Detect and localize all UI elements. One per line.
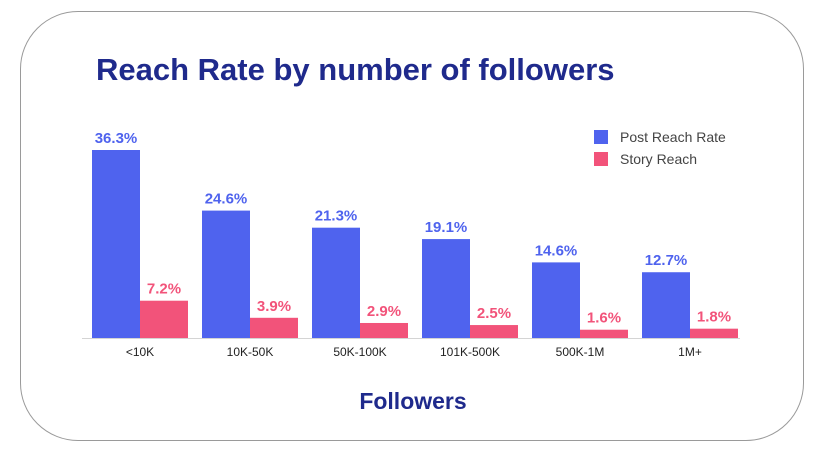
chart-card bbox=[20, 11, 804, 441]
post-reach-bar bbox=[532, 262, 580, 338]
x-tick-label: <10K bbox=[126, 345, 154, 359]
post-reach-bar bbox=[92, 150, 140, 338]
story-reach-bar bbox=[140, 300, 188, 338]
x-tick-label: 500K-1M bbox=[556, 345, 605, 359]
post-reach-value-label: 36.3% bbox=[95, 130, 138, 147]
bars-layer bbox=[92, 150, 738, 338]
story-reach-value-label: 2.9% bbox=[367, 303, 401, 320]
x-tick-label: 101K-500K bbox=[440, 345, 500, 359]
x-tick-label: 1M+ bbox=[678, 345, 702, 359]
post-reach-value-label: 24.6% bbox=[205, 191, 248, 208]
story-reach-bar bbox=[470, 325, 518, 338]
story-reach-value-label: 2.5% bbox=[477, 305, 511, 322]
legend: Post Reach Rate Story Reach bbox=[594, 129, 726, 167]
story-reach-value-label: 3.9% bbox=[257, 298, 291, 315]
x-axis-label: Followers bbox=[359, 388, 467, 414]
post-reach-bar bbox=[202, 210, 250, 338]
story-reach-value-label: 7.2% bbox=[147, 281, 181, 298]
story-reach-bar bbox=[360, 322, 408, 338]
story-reach-bar bbox=[580, 329, 628, 338]
x-tick-labels: <10K 10K-50K 50K-100K 101K-500K 500K-1M 1M+ bbox=[126, 345, 702, 359]
post-reach-bar bbox=[422, 239, 470, 338]
chart-title: Reach Rate by number of followers bbox=[96, 52, 615, 87]
legend-label-story-reach: Story Reach bbox=[620, 151, 697, 167]
story-reach-value-label: 1.6% bbox=[587, 310, 621, 327]
post-reach-value-label: 21.3% bbox=[315, 208, 358, 225]
legend-swatch-story-reach bbox=[594, 152, 608, 166]
legend-label-post-reach: Post Reach Rate bbox=[620, 129, 726, 145]
story-reach-value-label: 1.8% bbox=[697, 309, 731, 326]
legend-swatch-post-reach bbox=[594, 130, 608, 144]
story-reach-bar bbox=[690, 328, 738, 338]
post-reach-bar bbox=[312, 227, 360, 338]
post-reach-bar bbox=[642, 272, 690, 338]
story-reach-bar bbox=[250, 317, 298, 338]
value-labels-layer: 36.3% 7.2% 24.6% 3.9% 21.3% 2.9% 19.1% 2.5% 14.6… bbox=[95, 130, 731, 327]
x-tick-label: 10K-50K bbox=[227, 345, 274, 359]
post-reach-value-label: 12.7% bbox=[645, 252, 688, 269]
x-tick-label: 50K-100K bbox=[333, 345, 386, 359]
post-reach-value-label: 19.1% bbox=[425, 219, 468, 236]
post-reach-value-label: 14.6% bbox=[535, 242, 578, 259]
